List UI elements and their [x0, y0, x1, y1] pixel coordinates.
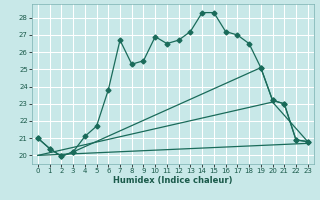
X-axis label: Humidex (Indice chaleur): Humidex (Indice chaleur) — [113, 176, 233, 185]
